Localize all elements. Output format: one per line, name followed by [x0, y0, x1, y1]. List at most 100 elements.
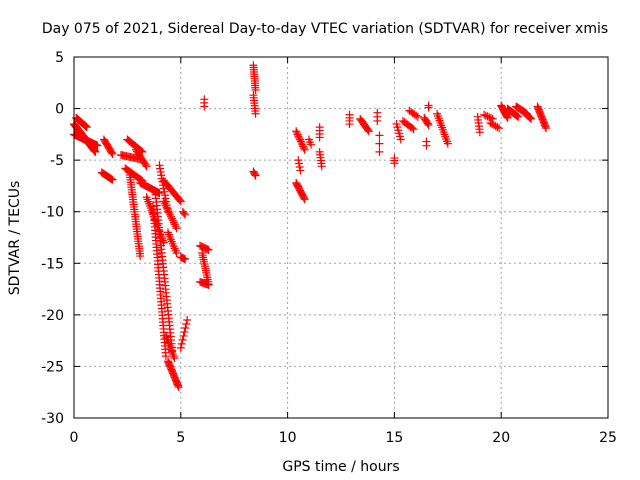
data-point	[160, 191, 169, 200]
y-tick-labels: 5 0 -5 -10 -15 -20 -25 -30	[41, 50, 64, 427]
data-point	[481, 111, 490, 120]
x-tick-labels: 0 5 10 15 20 25	[70, 430, 617, 446]
x-tick-label: 15	[385, 430, 403, 446]
data-point	[108, 175, 117, 184]
x-tick-label: 25	[599, 430, 617, 446]
data-point	[82, 122, 91, 131]
data-point	[106, 174, 115, 183]
data-point	[525, 113, 534, 122]
data-point	[165, 341, 174, 350]
data-point	[168, 347, 177, 356]
data-point	[292, 127, 301, 136]
y-tick-label: -25	[41, 359, 64, 375]
data-point	[294, 132, 303, 141]
data-point	[183, 316, 192, 325]
data-point	[295, 163, 304, 172]
data-point	[424, 103, 433, 112]
y-tick-label: -20	[41, 308, 64, 324]
data-point	[363, 125, 372, 134]
data-point	[408, 124, 417, 133]
data-point	[364, 127, 373, 136]
data-point	[164, 206, 173, 215]
data-point	[93, 141, 102, 150]
data-point	[396, 135, 405, 144]
data-point	[375, 131, 384, 140]
data-point	[82, 123, 91, 132]
data-point	[294, 156, 303, 165]
data-point	[307, 140, 316, 149]
data-point	[527, 114, 536, 123]
data-point	[390, 159, 399, 168]
data-point	[485, 113, 494, 122]
data-point	[108, 149, 117, 158]
data-point	[161, 331, 170, 340]
data-point	[251, 109, 260, 118]
data-point	[181, 255, 190, 264]
data-point	[542, 124, 551, 133]
x-tick-label: 5	[176, 430, 185, 446]
data-point	[296, 137, 305, 146]
data-point	[167, 212, 176, 221]
data-point	[250, 170, 259, 179]
x-tick-label: 10	[279, 430, 297, 446]
data-point	[204, 280, 213, 289]
data-point	[171, 222, 180, 231]
data-point	[164, 339, 173, 348]
data-point	[160, 187, 169, 196]
data-point	[172, 224, 181, 233]
data-point	[160, 199, 169, 208]
data-point	[512, 111, 521, 120]
data-point	[317, 162, 326, 171]
y-tick-label: -10	[41, 205, 64, 221]
data-point	[526, 113, 535, 122]
data-point	[155, 189, 164, 198]
x-tick-label: 0	[70, 430, 79, 446]
data-point	[175, 196, 184, 205]
data-point	[297, 139, 306, 148]
data-point	[443, 139, 452, 148]
data-point	[163, 205, 172, 214]
y-tick-label: -30	[41, 411, 64, 427]
data-point	[293, 130, 302, 139]
data-point	[251, 171, 260, 180]
y-tick-label: -15	[41, 256, 64, 272]
data-point	[174, 383, 183, 392]
data-point	[176, 197, 185, 206]
data-point	[163, 335, 172, 344]
data-point	[179, 331, 188, 340]
data-point	[296, 135, 305, 144]
data-point	[177, 339, 186, 348]
data-point	[169, 218, 178, 227]
data-point	[299, 142, 308, 151]
data-point	[165, 208, 174, 217]
data-point	[156, 167, 165, 176]
data-point	[168, 216, 177, 225]
data-point	[166, 210, 175, 219]
data-point	[164, 337, 173, 346]
data-points	[70, 61, 551, 392]
y-tick-label: 0	[55, 102, 64, 118]
data-point	[300, 145, 309, 154]
data-point	[251, 86, 260, 95]
data-point	[162, 203, 171, 212]
data-point	[181, 210, 190, 219]
data-point	[142, 162, 151, 171]
data-point	[180, 327, 189, 336]
data-point	[296, 166, 305, 175]
data-point	[200, 102, 209, 111]
data-point	[375, 147, 384, 156]
data-point	[491, 122, 500, 131]
data-point	[161, 352, 170, 361]
y-tick-label: -5	[50, 153, 64, 169]
data-point	[136, 252, 145, 261]
data-point	[141, 160, 150, 169]
chart-title: Day 075 of 2021, Sidereal Day-to-day VTE…	[42, 21, 608, 37]
data-point	[170, 354, 179, 363]
data-point	[295, 134, 304, 143]
data-point	[81, 121, 90, 130]
y-tick-label: 5	[55, 50, 64, 66]
data-point	[176, 343, 185, 352]
data-point	[107, 175, 116, 184]
data-point	[375, 139, 384, 148]
data-point	[181, 323, 190, 332]
